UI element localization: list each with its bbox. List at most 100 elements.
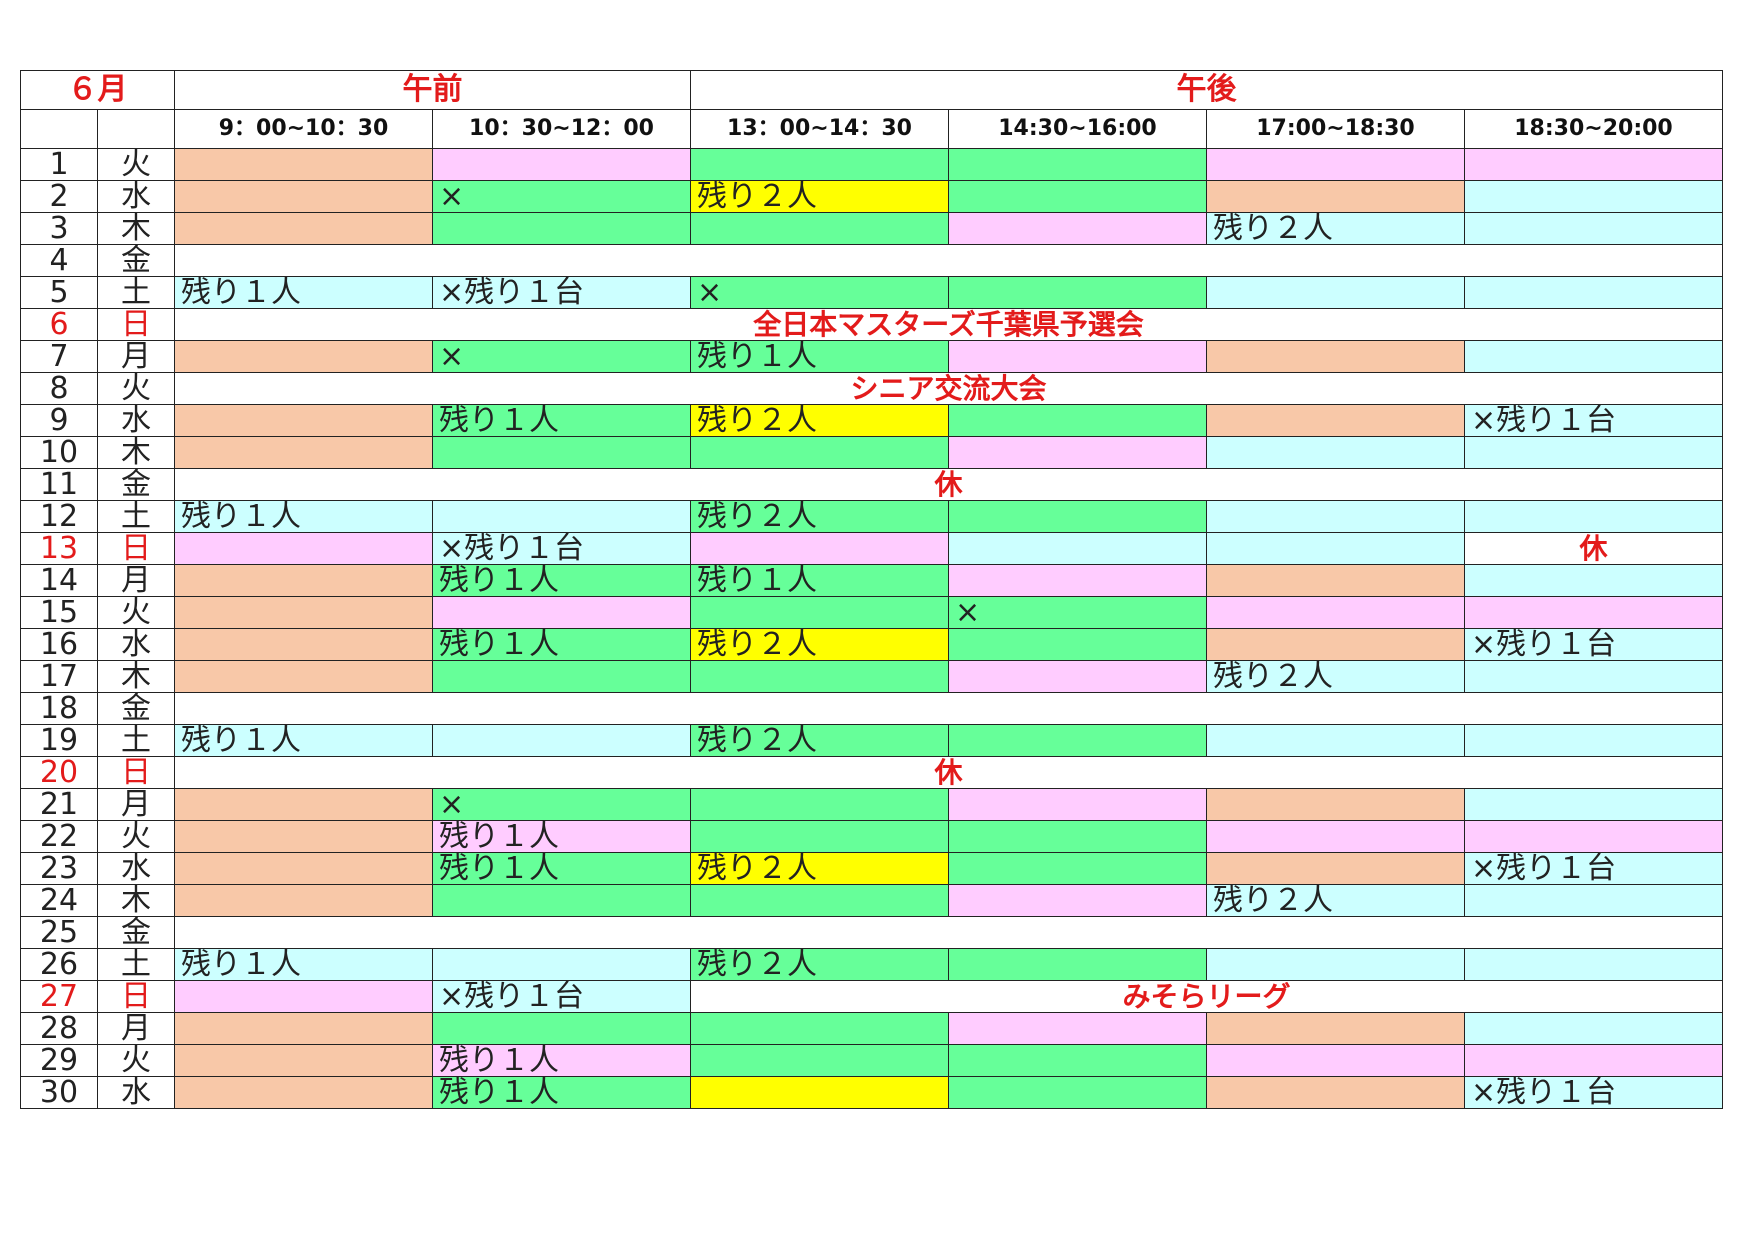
schedule-row: 9 水 残り１人 残り２人 ×残り１台 bbox=[20, 404, 1723, 437]
slot-cell bbox=[1464, 212, 1723, 245]
full-day-event bbox=[174, 692, 1723, 725]
slot-cell bbox=[1206, 340, 1465, 373]
slot-cell bbox=[174, 180, 433, 213]
slot-cell bbox=[948, 148, 1207, 181]
day-number: 13 bbox=[20, 532, 98, 565]
day-number: 23 bbox=[20, 852, 98, 885]
slot-cell bbox=[432, 596, 691, 629]
slot-cell bbox=[948, 180, 1207, 213]
day-number: 12 bbox=[20, 500, 98, 533]
weekday: 水 bbox=[97, 180, 175, 213]
slot-cell bbox=[948, 820, 1207, 853]
weekday: 木 bbox=[97, 884, 175, 917]
weekday: 木 bbox=[97, 660, 175, 693]
schedule-row: 5 土残り１人 ×残り１台 × bbox=[20, 276, 1723, 309]
slot-cell bbox=[948, 724, 1207, 757]
slot-cell bbox=[948, 884, 1207, 917]
slot-cell: ×残り１台 bbox=[1464, 852, 1723, 885]
slot-cell bbox=[1464, 180, 1723, 213]
slot-cell bbox=[1464, 820, 1723, 853]
schedule-row: 2 水 × 残り２人 bbox=[20, 180, 1723, 213]
slot-cell bbox=[948, 500, 1207, 533]
slot-cell bbox=[1464, 660, 1723, 693]
weekday: 金 bbox=[97, 468, 175, 501]
day-number: 16 bbox=[20, 628, 98, 661]
schedule-row: 16 水 残り１人 残り２人 ×残り１台 bbox=[20, 628, 1723, 661]
day-number: 4 bbox=[20, 244, 98, 277]
day-number: 7 bbox=[20, 340, 98, 373]
slot-cell: 残り１人 bbox=[432, 1076, 691, 1109]
weekday: 火 bbox=[97, 372, 175, 405]
slot-cell bbox=[432, 148, 691, 181]
weekday: 土 bbox=[97, 724, 175, 757]
slot-cell bbox=[1206, 628, 1465, 661]
slot-cell bbox=[174, 340, 433, 373]
weekday: 日 bbox=[97, 308, 175, 341]
weekday: 月 bbox=[97, 788, 175, 821]
full-day-event: 休 bbox=[174, 468, 1723, 501]
slot-cell bbox=[1206, 564, 1465, 597]
weekday: 火 bbox=[97, 148, 175, 181]
slot-cell bbox=[1464, 500, 1723, 533]
weekday: 水 bbox=[97, 404, 175, 437]
day-number: 26 bbox=[20, 948, 98, 981]
slot-cell: 残り２人 bbox=[690, 852, 949, 885]
afternoon-event: みそらリーグ bbox=[690, 980, 1723, 1013]
slot-cell: × bbox=[690, 276, 949, 309]
weekday: 火 bbox=[97, 1044, 175, 1077]
slot-header-row: 9：00~10：30 10：30~12：00 13：00~14：30 14:30… bbox=[20, 109, 1723, 149]
slot-cell bbox=[174, 980, 433, 1013]
slot-cell bbox=[948, 1076, 1207, 1109]
slot-cell bbox=[690, 148, 949, 181]
slot-cell bbox=[948, 436, 1207, 469]
schedule-row: 19 土残り１人 残り２人 bbox=[20, 724, 1723, 757]
slot-cell: 残り１人 bbox=[690, 340, 949, 373]
slot-cell bbox=[432, 1012, 691, 1045]
slot-cell: 残り１人 bbox=[432, 852, 691, 885]
slot-cell: 残り２人 bbox=[690, 948, 949, 981]
slot-cell bbox=[174, 884, 433, 917]
empty-header-cell bbox=[20, 109, 98, 149]
weekday: 水 bbox=[97, 852, 175, 885]
slot-cell bbox=[432, 948, 691, 981]
day-number: 25 bbox=[20, 916, 98, 949]
slot-cell: ×残り１台 bbox=[432, 532, 691, 565]
slot-cell bbox=[1206, 1076, 1465, 1109]
weekday: 木 bbox=[97, 212, 175, 245]
weekday: 土 bbox=[97, 948, 175, 981]
slot-cell bbox=[174, 820, 433, 853]
schedule-row: 21 月 × bbox=[20, 788, 1723, 821]
slot-cell bbox=[432, 660, 691, 693]
schedule-row: 10 木 bbox=[20, 436, 1723, 469]
slot-cell bbox=[1206, 820, 1465, 853]
slot-cell: 残り１人 bbox=[690, 564, 949, 597]
slot-cell: 残り１人 bbox=[432, 628, 691, 661]
schedule-row: 13 日 ×残り１台 休 bbox=[20, 532, 1723, 565]
slot-cell bbox=[174, 628, 433, 661]
slot-header-1: 9：00~10：30 bbox=[174, 109, 433, 149]
slot-cell bbox=[1206, 436, 1465, 469]
slot-cell bbox=[690, 820, 949, 853]
slot-cell bbox=[690, 212, 949, 245]
slot-cell bbox=[1206, 276, 1465, 309]
slot-cell bbox=[948, 628, 1207, 661]
schedule-row: 12 土残り１人 残り２人 bbox=[20, 500, 1723, 533]
slot-cell bbox=[1206, 724, 1465, 757]
slot-cell bbox=[174, 212, 433, 245]
slot-cell bbox=[174, 564, 433, 597]
slot-cell: 残り２人 bbox=[690, 404, 949, 437]
day-number: 15 bbox=[20, 596, 98, 629]
slot-cell bbox=[432, 436, 691, 469]
slot-cell: ×残り１台 bbox=[1464, 1076, 1723, 1109]
slot-cell: 残り２人 bbox=[690, 724, 949, 757]
schedule-row: 3 木 残り２人 bbox=[20, 212, 1723, 245]
slot-cell bbox=[432, 884, 691, 917]
slot-cell bbox=[948, 1012, 1207, 1045]
slot-cell bbox=[174, 532, 433, 565]
day-number: 17 bbox=[20, 660, 98, 693]
period-header-row: ６月 午前 午後 bbox=[20, 70, 1723, 110]
slot-cell bbox=[174, 148, 433, 181]
slot-cell: 残り１人 bbox=[174, 276, 433, 309]
slot-cell bbox=[948, 788, 1207, 821]
